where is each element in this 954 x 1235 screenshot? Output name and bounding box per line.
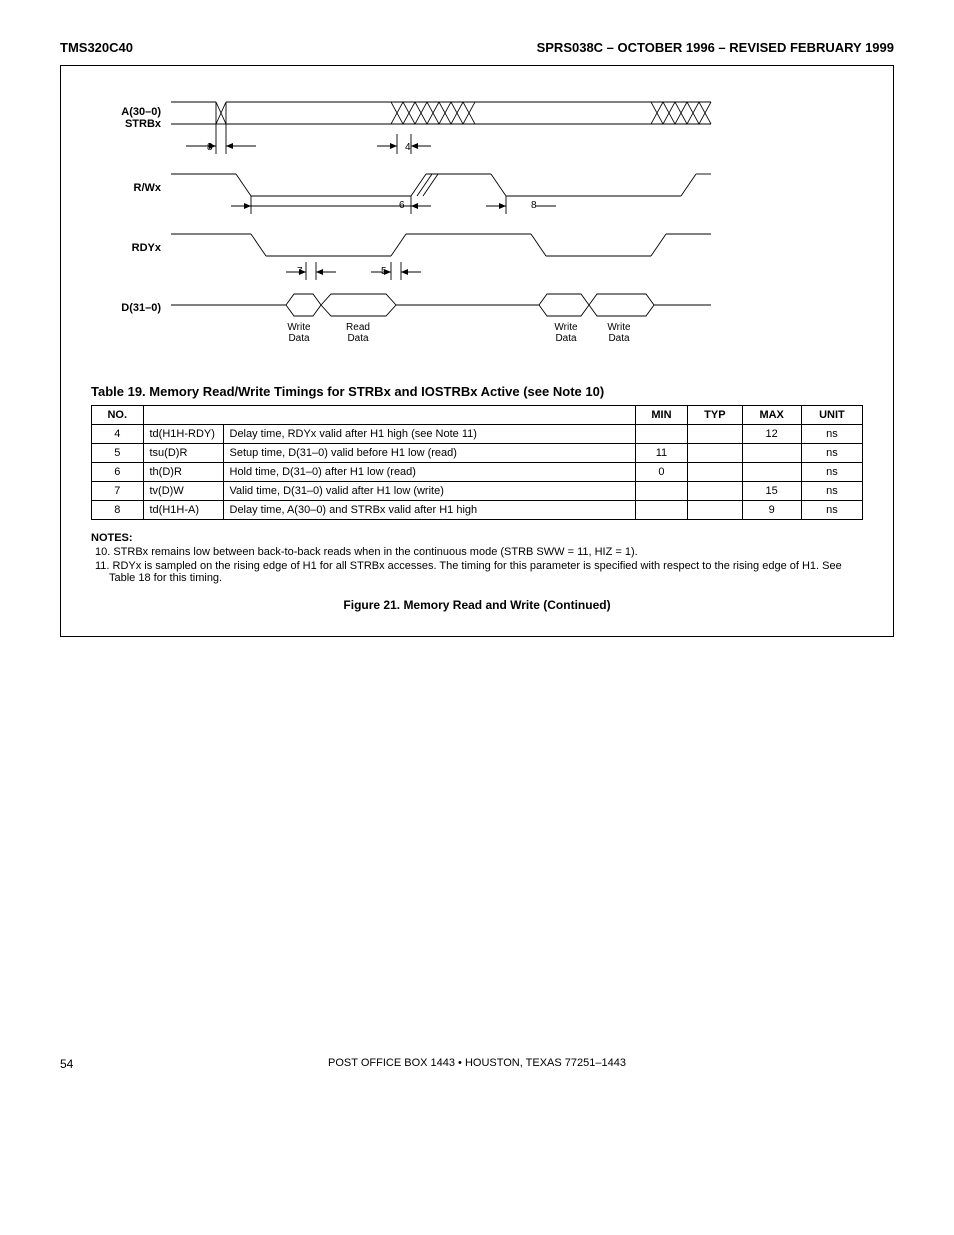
- table-row: 4 td(H1H-RDY) Delay time, RDYx valid aft…: [92, 425, 863, 444]
- th-typ: TYP: [688, 406, 742, 425]
- th-unit: UNIT: [801, 406, 862, 425]
- timing-svg: [91, 84, 791, 364]
- table-row: 6 th(D)R Hold time, D(31–0) after H1 low…: [92, 463, 863, 482]
- header-left: TMS320C40: [60, 40, 133, 55]
- footer-line: POST OFFICE BOX 1443 • HOUSTON, TEXAS 77…: [328, 1057, 626, 1069]
- th-min: MIN: [635, 406, 687, 425]
- figure-caption: Figure 21. Memory Read and Write (Contin…: [91, 598, 863, 612]
- page: TMS320C40 SPRS038C – OCTOBER 1996 – REVI…: [0, 0, 954, 1129]
- table-header-row: NO. MIN TYP MAX UNIT: [92, 406, 863, 425]
- table-row: 8 td(H1H-A) Delay time, A(30–0) and STRB…: [92, 501, 863, 520]
- timing-diagram: A(30–0) STRBx R/Wx RDYx D(31–0) 8 4 6 7 …: [91, 84, 863, 364]
- table-body: 4 td(H1H-RDY) Delay time, RDYx valid aft…: [92, 425, 863, 520]
- th-max: MAX: [742, 406, 801, 425]
- table-row: 7 tv(D)W Valid time, D(31–0) valid after…: [92, 482, 863, 501]
- th-no: NO.: [92, 406, 144, 425]
- notes: NOTES: 10. STRBx remains low between bac…: [91, 532, 863, 584]
- timing-table: NO. MIN TYP MAX UNIT 4 td(H1H-RDY) Delay…: [91, 405, 863, 520]
- note-item: 11. RDYx is sampled on the rising edge o…: [109, 560, 863, 584]
- th-desc: [143, 406, 635, 425]
- page-footer: 54 POST OFFICE BOX 1443 • HOUSTON, TEXAS…: [60, 1057, 894, 1069]
- figure-box: A(30–0) STRBx R/Wx RDYx D(31–0) 8 4 6 7 …: [60, 65, 894, 637]
- page-number: 54: [60, 1057, 73, 1071]
- note-item: 10. STRBx remains low between back-to-ba…: [109, 546, 863, 558]
- table-row: 5 tsu(D)R Setup time, D(31–0) valid befo…: [92, 444, 863, 463]
- page-header: TMS320C40 SPRS038C – OCTOBER 1996 – REVI…: [60, 40, 894, 55]
- table-title: Table 19. Memory Read/Write Timings for …: [91, 384, 863, 399]
- header-right: SPRS038C – OCTOBER 1996 – REVISED FEBRUA…: [537, 40, 894, 55]
- notes-heading: NOTES:: [91, 532, 863, 544]
